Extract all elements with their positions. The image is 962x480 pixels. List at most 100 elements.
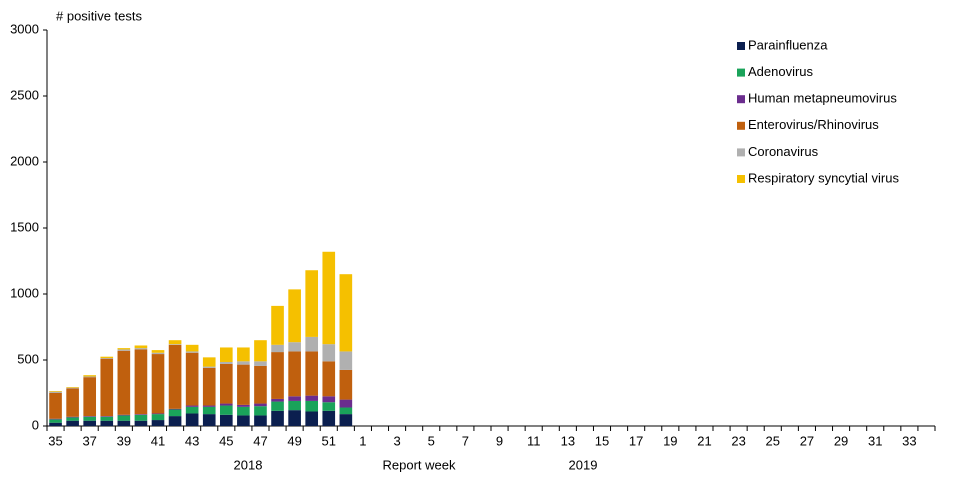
legend-swatch	[737, 42, 745, 50]
y-tick-label: 1000	[10, 285, 39, 300]
bar-segment	[100, 358, 114, 417]
bar-segment	[339, 399, 353, 408]
bar-segment	[219, 403, 233, 406]
bar-segment	[339, 414, 353, 426]
bar-segment	[83, 416, 97, 421]
bar-segment	[322, 344, 336, 362]
y-tick-label: 1500	[10, 219, 39, 234]
x-tick-label: 21	[697, 433, 711, 448]
bar-segment	[49, 418, 62, 420]
x-tick-label: 7	[462, 433, 469, 448]
bar-segment	[202, 357, 216, 367]
y-tick-label: 500	[17, 351, 39, 366]
bar-segment	[237, 406, 250, 416]
bar-segment	[185, 413, 199, 426]
bar-segment	[237, 347, 250, 362]
bar-segment	[83, 376, 97, 378]
bar-segment	[134, 348, 148, 350]
bar-segment	[288, 342, 301, 352]
bar-segment	[66, 420, 79, 426]
bar-segment	[219, 363, 233, 404]
bar-segment	[237, 364, 250, 405]
bar-segment	[271, 305, 284, 345]
bar-segment	[66, 388, 79, 417]
bar-segment	[254, 361, 267, 366]
x-tick-label: 19	[663, 433, 677, 448]
x-tick-label: 5	[428, 433, 435, 448]
bar-segment	[168, 416, 182, 426]
bar-segment	[322, 396, 336, 403]
bar-segment	[100, 420, 114, 426]
x-tick-label: 37	[82, 433, 96, 448]
bar-segment	[49, 393, 62, 419]
legend-swatch	[737, 68, 745, 77]
bar-segment	[288, 396, 301, 401]
bar-segment	[134, 414, 148, 421]
bar-segment	[83, 416, 97, 417]
bar-segment	[339, 369, 353, 400]
bar-segment	[339, 274, 353, 352]
bar-segment	[219, 414, 233, 426]
bar-segment	[305, 351, 319, 396]
bar-segment	[117, 348, 131, 350]
legend-swatch	[737, 148, 745, 157]
bar-segment	[117, 349, 131, 351]
year-label: 2019	[569, 457, 598, 472]
bar-segment	[151, 354, 165, 414]
y-tick-label: 0	[32, 417, 39, 432]
x-tick-label: 35	[48, 433, 62, 448]
bar-segment	[83, 375, 97, 377]
legend-label: Coronavirus	[748, 144, 819, 159]
legend-label: Parainfluenza	[748, 37, 828, 52]
bar-segment	[322, 410, 336, 426]
bar-segment	[185, 351, 199, 353]
legend-swatch	[737, 95, 745, 104]
bar-segment	[185, 405, 199, 407]
x-tick-label: 13	[561, 433, 575, 448]
bar-segment	[117, 414, 131, 416]
bar-segment	[134, 414, 148, 415]
bar-segment	[168, 408, 182, 410]
bar-segment	[288, 351, 301, 397]
bar-segment	[288, 400, 301, 411]
bar-segment	[100, 358, 114, 359]
y-tick-label: 3000	[10, 21, 39, 36]
bar-segment	[185, 352, 199, 406]
x-tick-label: 43	[185, 433, 199, 448]
bar-segment	[219, 361, 233, 364]
bar-segment	[117, 415, 131, 421]
bar-segment	[271, 344, 284, 353]
bar-segment	[305, 411, 319, 426]
legend-swatch	[737, 121, 745, 130]
x-tick-label: 23	[731, 433, 745, 448]
bar-segment	[66, 387, 79, 388]
bar-segment	[49, 391, 62, 393]
legend-label: Respiratory syncytial virus	[748, 170, 899, 185]
legend-swatch	[737, 175, 745, 183]
legend-label: Enterovirus/Rhinovirus	[748, 117, 879, 132]
bar-segment	[100, 356, 114, 359]
bar-segment	[237, 404, 250, 407]
x-axis-label: Report week	[383, 457, 456, 472]
bar-segment	[271, 401, 284, 411]
bar-segment	[134, 420, 148, 426]
bar-segment	[237, 415, 250, 426]
x-tick-label: 49	[287, 433, 301, 448]
bar-segment	[66, 387, 79, 389]
x-tick-label: 17	[629, 433, 643, 448]
bar-segment	[100, 416, 114, 417]
legend-label: Human metapneumovirus	[748, 91, 897, 106]
bar-segment	[151, 350, 165, 353]
year-label: 2018	[234, 457, 263, 472]
x-tick-label: 39	[117, 433, 131, 448]
bar-segment	[185, 344, 199, 352]
y-tick-label: 2000	[10, 153, 39, 168]
bar-segment	[100, 416, 114, 421]
x-tick-label: 29	[834, 433, 848, 448]
y-tick-label: 2500	[10, 87, 39, 102]
bar-segment	[339, 351, 353, 370]
bar-segment	[237, 361, 250, 365]
bar-segment	[168, 344, 182, 409]
bar-segment	[322, 361, 336, 397]
